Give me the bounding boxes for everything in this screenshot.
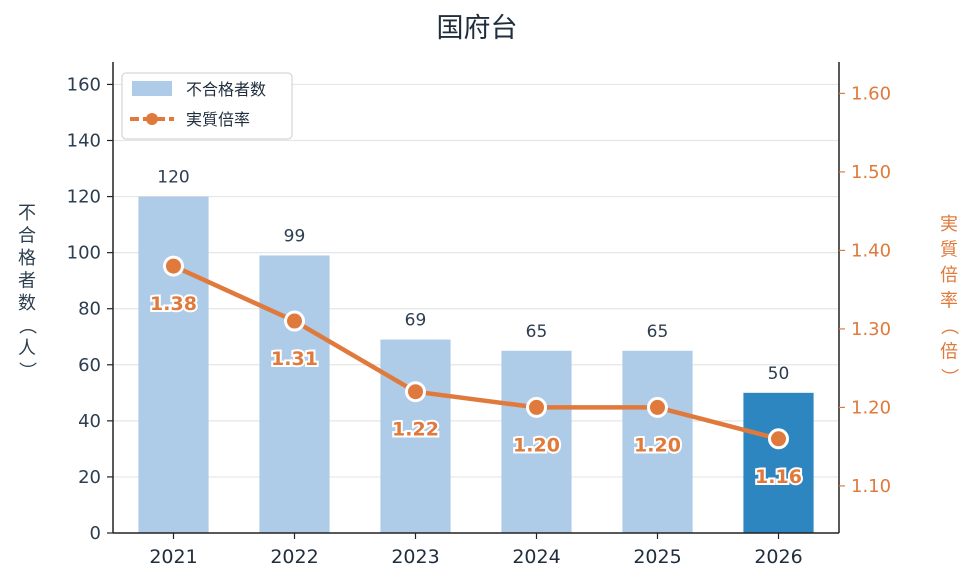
y-axis-label-left-char: 格 xyxy=(18,248,36,269)
ratio-point-2023 xyxy=(405,381,426,403)
x-tick-label: 2023 xyxy=(391,546,439,568)
y-axis-label-right-char: 実 xyxy=(940,214,958,235)
y-axis-label-right-char: ） xyxy=(938,368,959,386)
legend-line-marker xyxy=(146,113,158,125)
ratio-value-label: 1.31 xyxy=(271,348,318,370)
bar-2025 xyxy=(622,350,693,533)
y-tick-label-right: 1.20 xyxy=(851,397,891,418)
y-axis-label-left-char: （ xyxy=(16,317,37,335)
bar-value-label: 50 xyxy=(768,364,790,384)
y-tick-label: 60 xyxy=(78,355,101,376)
x-ticks: 2021 2022 2023 2024 2025 2026 xyxy=(149,533,803,568)
y-ticks-left: 0 20 40 60 80 100 120 140 160 xyxy=(67,74,113,544)
y-tick-label-right: 1.10 xyxy=(851,476,891,497)
y-tick-label-right: 1.30 xyxy=(851,319,891,340)
y-tick-label: 20 xyxy=(78,467,101,488)
ratio-point-2022 xyxy=(284,310,305,332)
ratio-line-path xyxy=(172,264,780,441)
y-tick-label: 40 xyxy=(78,411,101,432)
y-tick-label: 100 xyxy=(67,243,101,264)
bar-value-label: 65 xyxy=(647,322,669,342)
y-ticks-right: 1.10 1.20 1.30 1.40 1.50 1.60 xyxy=(839,83,891,497)
y-axis-label-left-char: 数 xyxy=(18,293,36,314)
ratio-value-label: 1.20 xyxy=(513,434,560,456)
x-tick-label: 2026 xyxy=(754,546,802,568)
ratio-value-label: 1.22 xyxy=(392,419,439,441)
y-axis-label-right-char: 倍 xyxy=(940,265,958,286)
bar-2021 xyxy=(138,196,209,534)
ratio-point-2025 xyxy=(647,396,668,418)
bar-value-label: 69 xyxy=(405,311,427,331)
legend-line-label: 実質倍率 xyxy=(186,110,250,129)
y-tick-label-right: 1.50 xyxy=(851,162,891,183)
bars xyxy=(138,196,814,534)
y-axis-label-right-char: 倍 xyxy=(940,342,958,363)
chart-title: 国府台 xyxy=(437,13,518,44)
bar-labels: 120 99 69 65 65 50 xyxy=(157,168,789,384)
ratio-point-2021 xyxy=(163,255,184,277)
legend-bar-label: 不合格者数 xyxy=(186,80,266,99)
bar-value-label: 120 xyxy=(157,168,189,188)
y-axis-label-left-char: 者 xyxy=(18,271,36,292)
bar-2026 xyxy=(743,392,814,533)
y-tick-label: 160 xyxy=(67,74,101,95)
bar-2023 xyxy=(380,339,451,533)
y-axis-label-right-char: 質 xyxy=(940,240,958,261)
y-tick-label: 120 xyxy=(67,187,101,208)
y-tick-label: 140 xyxy=(67,131,101,152)
bar-2022 xyxy=(259,255,330,534)
y-tick-label: 80 xyxy=(78,299,101,320)
x-tick-label: 2021 xyxy=(149,546,197,568)
ratio-value-label: 1.16 xyxy=(755,466,802,488)
y-axis-label-right-char: 率 xyxy=(940,291,958,312)
ratio-point-2026 xyxy=(768,428,789,450)
y-tick-label: 0 xyxy=(90,523,101,544)
bar-value-label: 99 xyxy=(284,226,306,246)
legend-bar-swatch xyxy=(132,81,172,96)
bar-2024 xyxy=(501,350,572,533)
y-tick-label-right: 1.40 xyxy=(851,240,891,261)
y-axis-label-left-char: ） xyxy=(16,362,37,380)
y-axis-label-left-char: 不 xyxy=(18,203,36,224)
x-tick-label: 2025 xyxy=(633,546,681,568)
grid xyxy=(113,83,839,478)
ratio-line: 1.38 1.31 1.22 1.20 1.20 1.16 xyxy=(148,255,804,490)
ratio-point-2024 xyxy=(526,396,547,418)
y-axis-label-right: 実質倍率（倍） xyxy=(938,214,959,386)
ratio-value-label: 1.38 xyxy=(150,293,197,315)
x-tick-label: 2024 xyxy=(512,546,560,568)
y-axis-label-left: 不合格者数 （ 人 ） xyxy=(16,203,37,380)
y-axis-label-left-char: 人 xyxy=(18,338,36,359)
y-axis-label-left-char: 合 xyxy=(18,226,36,247)
x-tick-label: 2022 xyxy=(270,546,318,568)
ratio-value-label: 1.20 xyxy=(634,434,681,456)
y-axis-label-right-char: （ xyxy=(938,317,959,335)
legend: 不合格者数 実質倍率 xyxy=(121,72,293,140)
bar-value-label: 65 xyxy=(526,322,548,342)
y-tick-label-right: 1.60 xyxy=(851,83,891,104)
